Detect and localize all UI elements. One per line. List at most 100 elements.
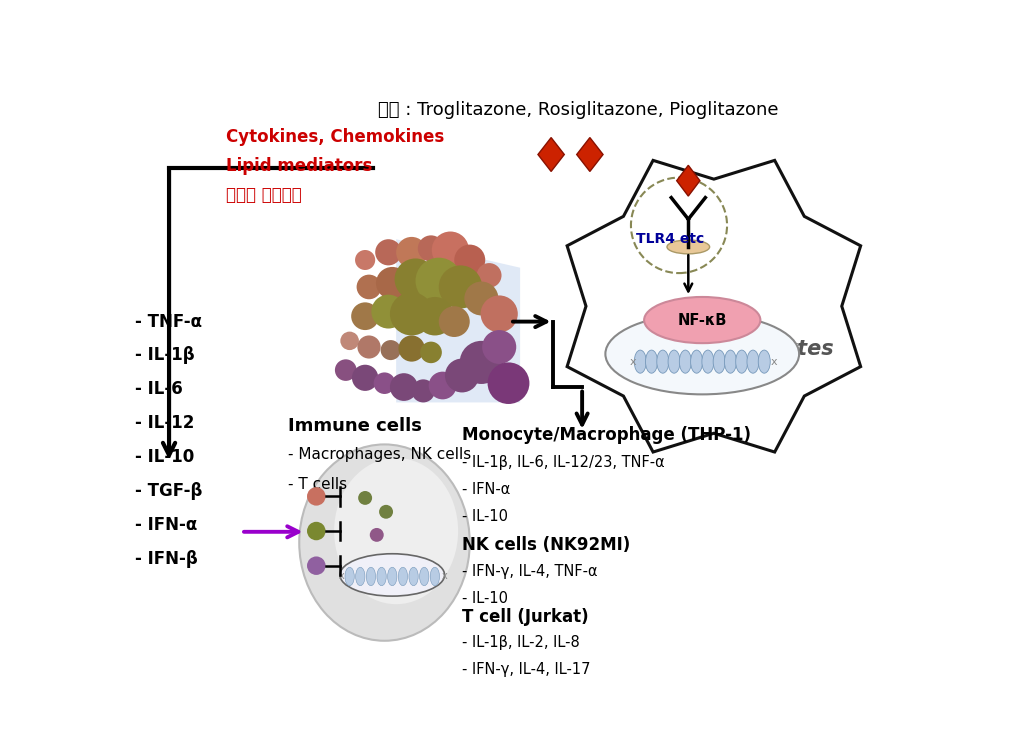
Ellipse shape — [634, 350, 646, 373]
Ellipse shape — [377, 567, 386, 586]
Ellipse shape — [735, 350, 748, 373]
Text: x: x — [339, 572, 345, 581]
Ellipse shape — [606, 313, 799, 394]
Text: - IL-10: - IL-10 — [462, 509, 508, 524]
Text: NK cells (NK92MI): NK cells (NK92MI) — [462, 536, 630, 554]
Text: x: x — [442, 572, 448, 581]
Text: x: x — [629, 356, 636, 367]
Ellipse shape — [345, 567, 354, 586]
Circle shape — [390, 292, 434, 335]
Circle shape — [482, 330, 516, 364]
Text: - IL-10: - IL-10 — [462, 591, 508, 606]
Polygon shape — [577, 137, 603, 171]
Circle shape — [432, 232, 469, 269]
Circle shape — [477, 263, 502, 288]
Text: Monocyte/Macrophage (THP-1): Monocyte/Macrophage (THP-1) — [462, 426, 751, 444]
Text: T cell (Jurkat): T cell (Jurkat) — [462, 608, 588, 625]
Ellipse shape — [300, 445, 470, 641]
Circle shape — [397, 237, 427, 268]
Text: 약물 : Troglitazone, Rosiglitazone, Pioglitazone: 약물 : Troglitazone, Rosiglitazone, Piogli… — [378, 101, 779, 119]
Text: - TGF-β: - TGF-β — [135, 482, 202, 500]
Circle shape — [428, 371, 456, 399]
Ellipse shape — [355, 567, 365, 586]
Circle shape — [415, 297, 454, 335]
Ellipse shape — [668, 350, 680, 373]
Circle shape — [374, 372, 396, 394]
Circle shape — [487, 362, 529, 404]
Circle shape — [351, 302, 379, 330]
Circle shape — [420, 341, 442, 363]
Text: NF-κB: NF-κB — [678, 313, 727, 328]
Polygon shape — [677, 165, 700, 196]
Circle shape — [390, 373, 418, 401]
Circle shape — [340, 331, 358, 350]
Circle shape — [379, 505, 393, 519]
Ellipse shape — [680, 350, 691, 373]
Text: - IL-6: - IL-6 — [135, 381, 182, 399]
Polygon shape — [568, 160, 861, 452]
Circle shape — [355, 250, 375, 270]
Circle shape — [481, 295, 518, 332]
Text: - IL-1β, IL-6, IL-12/23, TNF-α: - IL-1β, IL-6, IL-12/23, TNF-α — [462, 455, 664, 470]
Polygon shape — [397, 239, 520, 402]
Text: - IFN-γ, IL-4, TNF-α: - IFN-γ, IL-4, TNF-α — [462, 564, 597, 579]
Circle shape — [418, 236, 444, 261]
Text: Immune cells: Immune cells — [287, 417, 421, 435]
Circle shape — [375, 239, 402, 266]
Polygon shape — [538, 137, 564, 171]
Text: Cytokines, Chemokines: Cytokines, Chemokines — [226, 128, 444, 146]
Ellipse shape — [758, 350, 770, 373]
Text: - IFN-γ, IL-4, IL-17: - IFN-γ, IL-4, IL-17 — [462, 662, 590, 677]
Text: - TNF-α: - TNF-α — [135, 313, 202, 331]
Text: - IFN-α: - IFN-α — [462, 482, 511, 497]
Circle shape — [439, 266, 482, 309]
Circle shape — [370, 528, 384, 542]
Circle shape — [412, 379, 435, 402]
Text: - Macrophages, NK cells: - Macrophages, NK cells — [287, 447, 471, 462]
Ellipse shape — [367, 567, 376, 586]
Circle shape — [307, 556, 325, 575]
Ellipse shape — [340, 553, 445, 596]
Circle shape — [358, 491, 372, 505]
Circle shape — [381, 340, 401, 360]
Circle shape — [357, 335, 381, 359]
Text: Lipid mediators: Lipid mediators — [226, 157, 372, 175]
Circle shape — [415, 257, 462, 304]
Ellipse shape — [690, 350, 702, 373]
Circle shape — [372, 294, 406, 328]
Ellipse shape — [409, 567, 418, 586]
Circle shape — [465, 282, 499, 316]
Text: - IL-1β: - IL-1β — [135, 347, 195, 365]
Text: 바이오 활성가스: 바이오 활성가스 — [226, 186, 302, 205]
Circle shape — [307, 522, 325, 541]
Text: - IL-12: - IL-12 — [135, 414, 195, 433]
Ellipse shape — [431, 567, 440, 586]
Circle shape — [307, 487, 325, 506]
Ellipse shape — [657, 350, 668, 373]
Text: - IL-1β, IL-2, IL-8: - IL-1β, IL-2, IL-8 — [462, 635, 580, 650]
Ellipse shape — [644, 297, 760, 344]
Ellipse shape — [419, 567, 428, 586]
Circle shape — [352, 365, 378, 391]
Ellipse shape — [399, 567, 408, 586]
Circle shape — [454, 245, 485, 276]
Ellipse shape — [387, 567, 397, 586]
Ellipse shape — [713, 350, 725, 373]
Circle shape — [399, 335, 424, 362]
Ellipse shape — [334, 458, 458, 604]
Circle shape — [356, 275, 381, 299]
Circle shape — [445, 359, 479, 393]
Ellipse shape — [701, 350, 714, 373]
Ellipse shape — [724, 350, 736, 373]
Text: TLR4 etc: TLR4 etc — [637, 233, 705, 246]
Ellipse shape — [747, 350, 759, 373]
Circle shape — [459, 341, 503, 384]
Ellipse shape — [667, 240, 710, 254]
Circle shape — [439, 307, 470, 337]
Text: - T cells: - T cells — [287, 476, 347, 492]
Text: x: x — [771, 356, 778, 367]
Text: - IFN-β: - IFN-β — [135, 550, 198, 568]
Text: Hepatocytes: Hepatocytes — [686, 338, 834, 359]
Circle shape — [394, 258, 437, 300]
Ellipse shape — [646, 350, 657, 373]
